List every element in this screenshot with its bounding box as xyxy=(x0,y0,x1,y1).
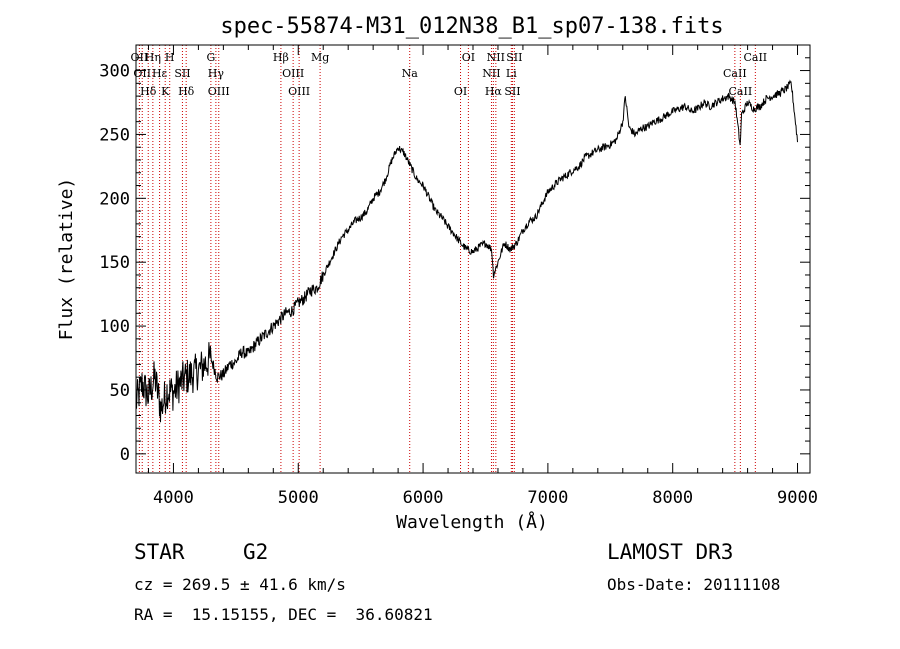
y-tick-label: 50 xyxy=(110,381,130,401)
spectral-line-label: OIII xyxy=(208,85,230,98)
y-tick-label: 250 xyxy=(99,125,130,145)
spectral-line-label: SII xyxy=(504,85,520,98)
spectral-line-label: CaII xyxy=(729,85,753,98)
x-tick-label: 8000 xyxy=(652,488,693,508)
spectral-line-label: OI xyxy=(462,51,475,64)
y-tick-label: 150 xyxy=(99,253,130,273)
x-tick-label: 7000 xyxy=(527,488,568,508)
chart-title: spec-55874-M31_012N38_B1_sp07-138.fits xyxy=(220,14,723,39)
spectral-line-label: Na xyxy=(402,67,419,80)
spectral-line-label: Hβ xyxy=(273,51,289,64)
x-tick-label: 6000 xyxy=(403,488,444,508)
spectral-line-labels: OIIOIIHδHηHεKHSIIHδGHγOIIIHβOIIIOIIIMgNa… xyxy=(131,51,768,98)
spectral-line-label: CaII xyxy=(723,67,747,80)
object-class: STAR xyxy=(134,540,185,564)
spectral-line-label: Hα xyxy=(485,85,503,98)
spectral-line-label: OIII xyxy=(288,85,310,98)
spectral-line-label: NII xyxy=(487,51,505,64)
y-tick-label: 0 xyxy=(120,445,130,465)
spectral-line-label: Mg xyxy=(311,51,329,64)
spectral-line-label: SII xyxy=(506,51,522,64)
redshift-cz: cz = 269.5 ± 41.6 km/s xyxy=(134,575,346,594)
survey-name: LAMOST DR3 xyxy=(607,540,734,564)
y-tick-label: 200 xyxy=(99,189,130,209)
observation-date: Obs-Date: 20111108 xyxy=(607,575,781,594)
y-tick-label: 100 xyxy=(99,317,130,337)
spectral-line-label: OI xyxy=(454,85,467,98)
x-axis-label: Wavelength (Å) xyxy=(396,511,548,533)
spectral-line-label: H xyxy=(165,51,175,64)
y-tick-label: 300 xyxy=(99,62,130,82)
y-axis-ticks: 0 50 100 150 200 250 300 xyxy=(99,57,810,465)
plot-frame xyxy=(135,44,811,474)
object-subclass: G2 xyxy=(243,540,269,564)
spectral-line-label: Hγ xyxy=(208,67,225,80)
x-axis-ticks: 4000 5000 6000 7000 8000 9000 xyxy=(147,45,818,508)
flux-series-line xyxy=(135,79,798,423)
spectral-line-label: Hη xyxy=(145,51,161,64)
x-tick-label: 5000 xyxy=(278,488,319,508)
spectral-line-label: K xyxy=(161,85,170,98)
spectral-line-label: CaII xyxy=(743,51,767,64)
spectral-lines xyxy=(138,45,756,473)
spectral-line-label: OIII xyxy=(282,67,304,80)
spectral-line-label: Hδ xyxy=(140,85,157,98)
spectral-line-label: Hε xyxy=(152,67,168,80)
spectral-line-label: SII xyxy=(174,67,190,80)
spectral-line-label: Li xyxy=(506,67,517,80)
y-axis-label: Flux (relative) xyxy=(56,178,77,341)
coordinates: RA = 15.15155, DEC = 36.60821 xyxy=(134,605,433,624)
spectral-line-label: G xyxy=(206,51,215,64)
spectral-line-label: NII xyxy=(482,67,500,80)
x-tick-label: 4000 xyxy=(153,488,194,508)
spectral-line-label: Hδ xyxy=(178,85,195,98)
x-tick-label: 9000 xyxy=(777,488,818,508)
